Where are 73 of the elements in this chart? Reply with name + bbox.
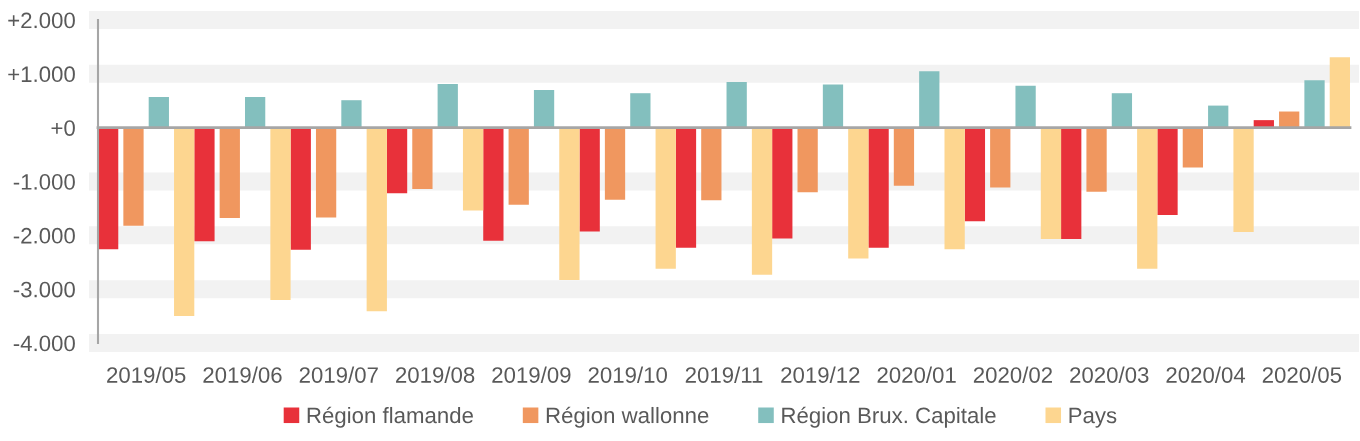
bar (990, 127, 1011, 188)
bar (822, 84, 844, 128)
bar (1233, 127, 1254, 233)
x-tick-label: 2019/06 (203, 366, 282, 383)
bar (1061, 127, 1082, 240)
bar (1111, 93, 1133, 128)
bar (559, 127, 580, 281)
x-tick-label: 2019/11 (685, 366, 763, 383)
x-tick-label: 2020/04 (1166, 366, 1246, 383)
bar (174, 127, 195, 317)
bar (98, 127, 119, 250)
bar (366, 127, 387, 312)
bar (315, 127, 337, 218)
x-tick-label: 2019/08 (396, 366, 475, 383)
bar (483, 127, 504, 241)
bar (797, 127, 818, 193)
y-tick-label: -2.000 (13, 227, 75, 244)
y-tick-label: -1.000 (13, 174, 75, 190)
bar (919, 71, 940, 128)
bar (219, 127, 240, 219)
bar (1086, 127, 1107, 192)
bar (290, 127, 311, 250)
bar (893, 127, 915, 186)
bar (1137, 127, 1158, 269)
bar (751, 127, 773, 275)
bar (964, 127, 986, 222)
bar (1182, 127, 1203, 168)
bar (533, 89, 555, 128)
x-tick-label: 2019/09 (492, 366, 571, 383)
bar (848, 127, 869, 259)
bar (341, 100, 362, 128)
bar (1015, 85, 1036, 128)
bar (726, 81, 747, 128)
bar (1157, 127, 1178, 215)
bar (630, 93, 651, 128)
x-tick-label: 2019/07 (299, 366, 378, 383)
bar (245, 96, 266, 128)
bar (772, 127, 793, 239)
bar (148, 96, 169, 128)
bar (123, 127, 144, 226)
bar (386, 127, 408, 194)
bar (579, 127, 600, 232)
bar (701, 127, 722, 201)
bar (604, 127, 626, 200)
bar (194, 127, 215, 242)
bar (655, 127, 676, 269)
bar (462, 127, 484, 211)
bar (270, 127, 291, 300)
bar (412, 127, 433, 190)
x-tick-label: 2020/01 (877, 366, 956, 383)
legend-label: Pays (1069, 407, 1117, 428)
legend-label: Région wallonne (546, 406, 709, 428)
x-tick-label: 2019/10 (588, 366, 667, 383)
bar (868, 127, 889, 248)
y-tick-label: +1.000 (8, 66, 75, 83)
bar (1304, 80, 1325, 128)
x-tick-label: 2019/12 (781, 366, 860, 383)
y-tick-label: +2.000 (8, 12, 75, 29)
legend-label: Région flamande (307, 406, 473, 428)
bar (944, 127, 965, 250)
bar (437, 84, 458, 128)
x-tick-label: 2020/02 (973, 366, 1052, 383)
y-tick-label: -3.000 (13, 281, 75, 298)
x-tick-label: 2019/05 (107, 366, 186, 383)
bar (508, 127, 529, 205)
y-tick-label: -4.000 (13, 335, 75, 352)
bar (675, 127, 697, 248)
legend-label: Région Brux. Capitale (782, 406, 996, 428)
y-tick-label: +0 (51, 120, 75, 136)
x-tick-label: 2020/05 (1262, 366, 1342, 383)
bar (1329, 57, 1350, 128)
x-tick-label: 2020/03 (1070, 366, 1149, 383)
bar (1040, 127, 1062, 240)
